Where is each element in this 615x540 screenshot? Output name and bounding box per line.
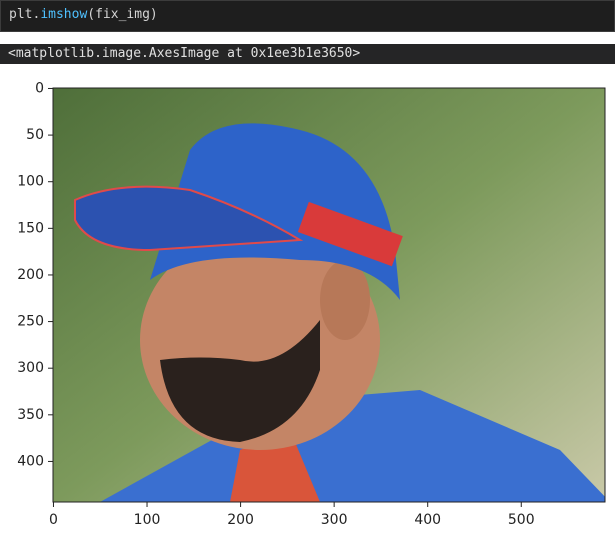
x-tick-label: 200	[227, 512, 254, 528]
code-token: plt.	[9, 7, 41, 22]
x-tick-label: 100	[134, 512, 161, 528]
y-tick-label: 350	[17, 407, 44, 423]
output-area: <matplotlib.image.AxesImage at 0x1ee3b1e…	[0, 44, 615, 64]
y-tick-label: 200	[17, 267, 44, 283]
y-tick-label: 250	[17, 314, 44, 330]
y-tick-label: 300	[17, 360, 44, 376]
code-token: (fix_img)	[87, 7, 158, 22]
code-token: imshow	[40, 7, 88, 22]
y-tick-label: 400	[17, 453, 44, 469]
x-tick-label: 500	[508, 512, 535, 528]
y-tick-label: 100	[17, 174, 44, 190]
chart: 0 100 200 300 400 500 0 50 100 150 200 250 300 350 400	[17, 80, 606, 528]
code-line: plt.imshow(fix_img)	[9, 7, 158, 22]
axes-frame	[52, 87, 606, 503]
x-tick-label: 400	[414, 512, 441, 528]
code-cell[interactable]: plt.imshow(fix_img)	[0, 0, 615, 32]
photo	[53, 88, 605, 502]
output-text: <matplotlib.image.AxesImage at 0x1ee3b1e…	[8, 46, 361, 61]
x-tick-label: 0	[49, 512, 58, 528]
y-tick-label: 150	[17, 220, 44, 236]
x-tick-label: 300	[321, 512, 348, 528]
y-tick-label: 0	[35, 80, 44, 96]
y-tick-label: 50	[26, 127, 44, 143]
